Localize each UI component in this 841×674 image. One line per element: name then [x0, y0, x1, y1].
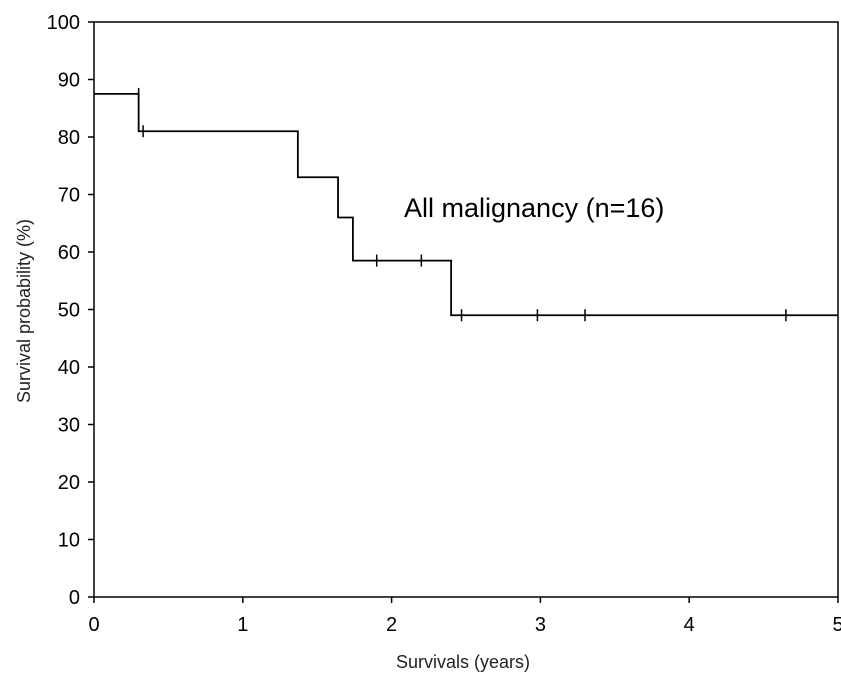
y-tick-label: 30 [58, 415, 80, 437]
y-tick-label: 70 [58, 185, 80, 207]
chart-annotation: All malignancy (n=16) [404, 193, 664, 223]
y-tick-label: 40 [58, 357, 80, 379]
x-tick-label: 2 [386, 614, 397, 636]
y-tick-label: 100 [47, 12, 80, 34]
y-tick-label: 90 [58, 70, 80, 92]
x-axis-title: Survivals (years) [396, 652, 530, 672]
y-axis-title: Survival probability (%) [14, 219, 34, 403]
y-tick-label: 20 [58, 472, 80, 494]
survival-curve [94, 92, 838, 317]
y-axis: 0 10 20 30 40 50 60 70 80 90 100 [47, 12, 94, 609]
y-tick-label: 80 [58, 127, 80, 149]
series-layer [94, 87, 838, 322]
y-tick-label: 60 [58, 242, 80, 264]
x-tick-label: 1 [237, 614, 248, 636]
y-tick-label: 10 [58, 530, 80, 552]
x-tick-label: 5 [832, 614, 841, 636]
x-tick-label: 0 [88, 614, 99, 636]
x-tick-label: 4 [684, 614, 695, 636]
plot-frame [93, 21, 839, 598]
y-tick-label: 0 [69, 587, 80, 609]
x-axis: 0 1 2 3 4 5 [88, 597, 841, 636]
y-tick-label: 50 [58, 300, 80, 322]
x-tick-label: 3 [535, 614, 546, 636]
